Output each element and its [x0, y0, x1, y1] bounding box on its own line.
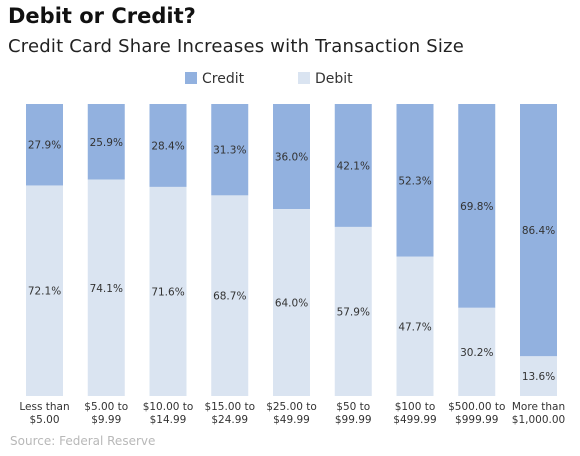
- bar-credit: [396, 104, 434, 257]
- legend-credit-label: Credit: [202, 71, 245, 87]
- bar-credit: [273, 104, 310, 210]
- x-tick-label: $9.99: [91, 414, 121, 426]
- bar-debit: [26, 185, 63, 396]
- bar-debit: [273, 209, 310, 396]
- legend-debit-label: Debit: [315, 71, 353, 87]
- bar-credit: [520, 104, 557, 357]
- legend-credit-swatch: [185, 72, 197, 84]
- x-tick-label: $10.00 to: [143, 401, 194, 413]
- data-label-debit: 57.9%: [337, 306, 370, 318]
- data-label-debit: 30.2%: [460, 347, 493, 359]
- bar-debit: [149, 186, 187, 396]
- x-tick-label: $25.00 to: [266, 401, 317, 413]
- data-label-credit: 31.3%: [213, 145, 246, 157]
- x-tick-label: $100 to: [395, 401, 436, 413]
- bar-debit: [87, 179, 125, 396]
- x-tick-label: $5.00 to: [84, 401, 128, 413]
- x-tick-label: $5.00: [29, 414, 59, 426]
- bar-credit: [26, 104, 63, 186]
- data-label-debit: 71.6%: [151, 286, 184, 298]
- data-label-credit: 69.8%: [460, 201, 493, 213]
- source-note: Source: Federal Reserve: [10, 434, 156, 448]
- data-label-debit: 68.7%: [213, 291, 246, 303]
- data-label-debit: 74.1%: [90, 283, 123, 295]
- bar-debit: [458, 307, 496, 396]
- bar-debit: [334, 226, 372, 396]
- data-label-credit: 52.3%: [398, 175, 431, 187]
- x-tick-label: $24.99: [211, 414, 248, 426]
- bar-debit: [396, 256, 434, 396]
- data-label-debit: 64.0%: [275, 298, 308, 310]
- bar-credit: [87, 104, 125, 180]
- x-tick-label: $50 to: [336, 401, 370, 413]
- data-label-credit: 27.9%: [28, 140, 61, 152]
- data-label-debit: 13.6%: [522, 371, 555, 383]
- bar-debit: [520, 356, 557, 396]
- x-tick-label: $99.99: [335, 414, 372, 426]
- data-label-credit: 36.0%: [275, 152, 308, 164]
- x-tick-label: Less than: [19, 401, 69, 413]
- data-label-credit: 42.1%: [337, 160, 370, 172]
- x-tick-label: $49.99: [273, 414, 310, 426]
- legend-debit-swatch: [298, 72, 310, 84]
- x-tick-label: $15.00 to: [204, 401, 255, 413]
- data-label-debit: 47.7%: [398, 321, 431, 333]
- bar-credit: [149, 104, 187, 187]
- bar-credit: [211, 104, 249, 196]
- data-label-credit: 86.4%: [522, 225, 555, 237]
- x-tick-label: More than: [512, 401, 565, 413]
- bar-credit: [458, 104, 496, 308]
- x-tick-label: $1,000.00: [512, 414, 565, 426]
- bar-credit: [334, 104, 372, 227]
- data-label-debit: 72.1%: [28, 286, 61, 298]
- x-tick-label: $999.99: [455, 414, 498, 426]
- x-tick-label: $499.99: [393, 414, 436, 426]
- data-label-credit: 25.9%: [90, 137, 123, 149]
- x-tick-label: $500.00 to: [448, 401, 505, 413]
- bar-debit: [211, 195, 249, 396]
- chart-subtitle: Credit Card Share Increases with Transac…: [8, 36, 464, 57]
- chart-title: Debit or Credit?: [8, 4, 196, 28]
- data-label-credit: 28.4%: [151, 140, 184, 152]
- x-tick-label: $14.99: [150, 414, 187, 426]
